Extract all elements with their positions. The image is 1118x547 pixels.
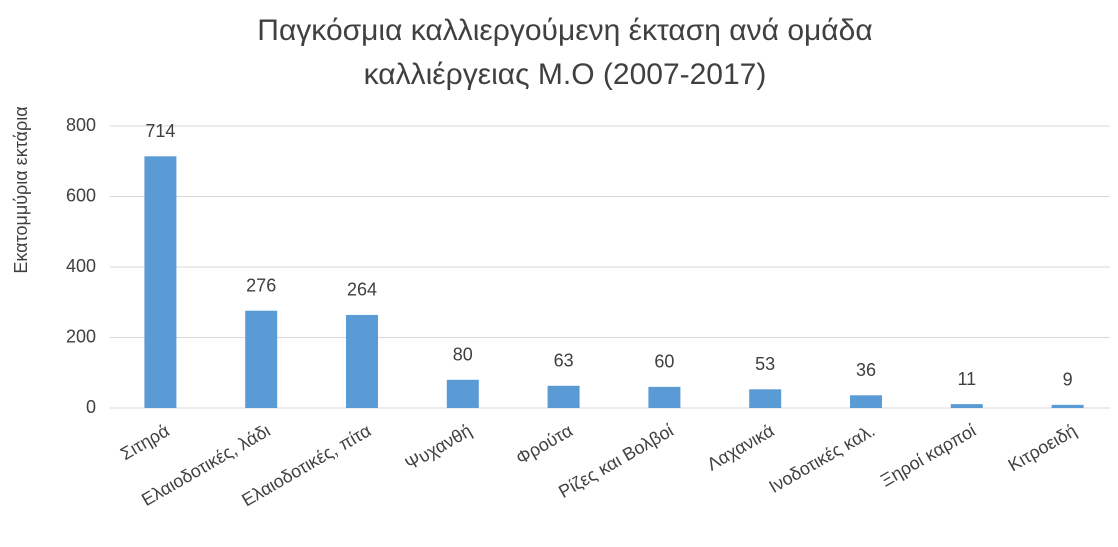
y-tick-label: 400 (66, 256, 96, 276)
y-tick-label: 0 (86, 397, 96, 417)
bar (648, 386, 681, 408)
y-tick-label: 800 (66, 115, 96, 135)
bar (446, 379, 479, 408)
y-tick-label: 600 (66, 185, 96, 205)
bar (346, 314, 378, 408)
x-tick-label: Ρίζες και Βολβοί (555, 420, 677, 502)
x-tick-label: Ινοδοτικές καλ. (765, 420, 878, 497)
x-tick-label: Λαχανικά (703, 420, 777, 474)
data-label: 63 (554, 351, 574, 371)
data-label: 276 (246, 275, 276, 295)
x-tick-label: Ψυχανθή (402, 420, 475, 474)
bar (144, 156, 177, 408)
x-tick-label: Σιτηρά (117, 420, 173, 464)
x-tick-label: Ξηροί καρποί (877, 420, 979, 490)
x-tick-label: Κιτροειδή (1005, 420, 1080, 475)
bar (950, 404, 983, 408)
data-label: 714 (145, 121, 175, 141)
bar (850, 395, 882, 408)
chart-title: Παγκόσμια καλλιεργούμενη έκταση ανά ομάδ… (257, 14, 872, 47)
data-label: 80 (453, 345, 473, 365)
x-tick-label: Φρούτα (513, 420, 576, 468)
y-axis-label: Εκατομμύρια εκτάρια (11, 106, 31, 273)
bar (245, 310, 278, 408)
y-tick-label: 200 (66, 326, 96, 346)
chart-title: καλλιέργειας Μ.Ο (2007-2017) (364, 58, 767, 91)
bar (547, 385, 580, 408)
data-label: 9 (1063, 370, 1073, 390)
data-label: 60 (654, 352, 674, 372)
data-label: 11 (957, 369, 976, 389)
data-label: 53 (755, 354, 775, 374)
bar (1051, 404, 1084, 408)
data-label: 264 (347, 280, 377, 300)
bar (749, 389, 782, 408)
data-label: 36 (856, 360, 876, 380)
